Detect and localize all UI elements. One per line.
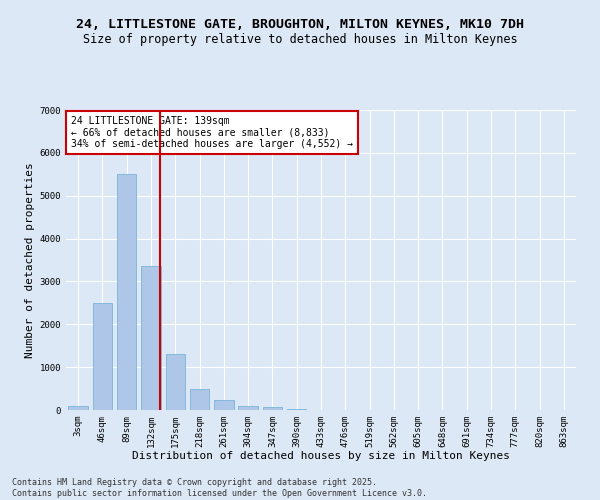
Text: Contains HM Land Registry data © Crown copyright and database right 2025.
Contai: Contains HM Land Registry data © Crown c… [12, 478, 427, 498]
Text: 24 LITTLESTONE GATE: 139sqm
← 66% of detached houses are smaller (8,833)
34% of : 24 LITTLESTONE GATE: 139sqm ← 66% of det… [71, 116, 353, 149]
Bar [93, 303, 112, 410]
Y-axis label: Number of detached properties: Number of detached properties [25, 162, 35, 358]
X-axis label: Distribution of detached houses by size in Milton Keynes: Distribution of detached houses by size … [132, 452, 510, 462]
Bar [166, 354, 185, 410]
Text: Size of property relative to detached houses in Milton Keynes: Size of property relative to detached ho… [83, 32, 517, 46]
Text: 24, LITTLESTONE GATE, BROUGHTON, MILTON KEYNES, MK10 7DH: 24, LITTLESTONE GATE, BROUGHTON, MILTON … [76, 18, 524, 30]
Bar [238, 406, 258, 410]
Bar [68, 406, 88, 410]
Bar [263, 408, 282, 410]
Bar [190, 388, 209, 410]
Bar [141, 266, 161, 410]
Bar [117, 174, 136, 410]
Bar [287, 408, 307, 410]
Bar [214, 400, 233, 410]
